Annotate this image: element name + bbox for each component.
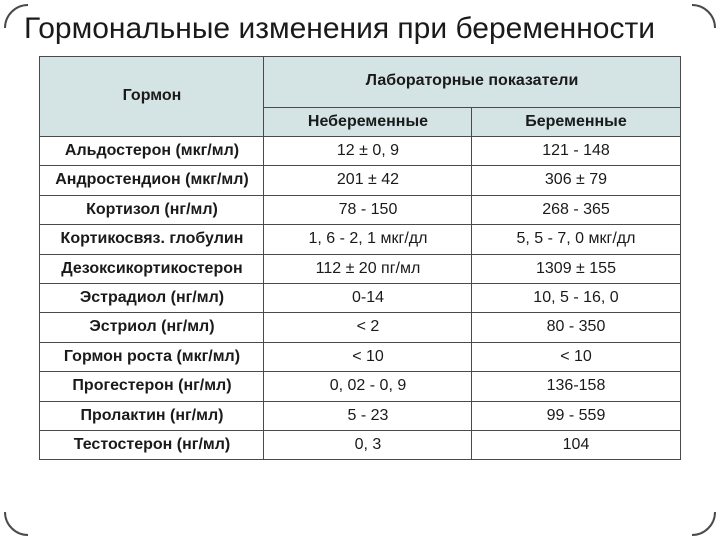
cell-nonpregnant-value: < 10 <box>264 342 472 371</box>
cell-pregnant-value: < 10 <box>472 342 680 371</box>
table-row: Прогестерон (нг/мл)0, 02 - 0, 9136-158 <box>40 372 680 401</box>
hormone-table: Гормон Лабораторные показатели Неберемен… <box>39 56 680 461</box>
cell-hormone-name: Андростендион (мкг/мл) <box>40 166 264 195</box>
cell-nonpregnant-value: 201 ± 42 <box>264 166 472 195</box>
cell-nonpregnant-value: 112 ± 20 пг/мл <box>264 254 472 283</box>
col-header-hormone: Гормон <box>40 56 264 136</box>
cell-pregnant-value: 80 - 350 <box>472 313 680 342</box>
cell-pregnant-value: 99 - 559 <box>472 401 680 430</box>
cell-nonpregnant-value: 78 - 150 <box>264 195 472 224</box>
cell-hormone-name: Эстриол (нг/мл) <box>40 313 264 342</box>
frame-corner-br <box>668 488 716 536</box>
cell-hormone-name: Гормон роста (мкг/мл) <box>40 342 264 371</box>
slide-title: Гормональные изменения при беременности <box>24 12 702 46</box>
cell-nonpregnant-value: 0, 02 - 0, 9 <box>264 372 472 401</box>
slide-frame: Гормональные изменения при беременности … <box>0 0 720 540</box>
table-header-row-1: Гормон Лабораторные показатели <box>40 56 680 107</box>
frame-corner-bl <box>4 488 52 536</box>
col-header-nonpregnant: Небеременные <box>264 107 472 136</box>
cell-hormone-name: Дезоксикортикостерон <box>40 254 264 283</box>
cell-hormone-name: Кортизол (нг/мл) <box>40 195 264 224</box>
cell-hormone-name: Тестостерон (нг/мл) <box>40 430 264 459</box>
table-row: Гормон роста (мкг/мл)< 10< 10 <box>40 342 680 371</box>
table-body: Альдостерон (мкг/мл)12 ± 0, 9121 - 148Ан… <box>40 136 680 459</box>
cell-pregnant-value: 1309 ± 155 <box>472 254 680 283</box>
table-row: Альдостерон (мкг/мл)12 ± 0, 9121 - 148 <box>40 136 680 165</box>
table-row: Кортикосвяз. глобулин1, 6 - 2, 1 мкг/дл5… <box>40 225 680 254</box>
cell-hormone-name: Альдостерон (мкг/мл) <box>40 136 264 165</box>
table-row: Эстрадиол (нг/мл)0-1410, 5 - 16, 0 <box>40 283 680 312</box>
cell-nonpregnant-value: 0-14 <box>264 283 472 312</box>
table-row: Пролактин (нг/мл)5 - 2399 - 559 <box>40 401 680 430</box>
cell-pregnant-value: 306 ± 79 <box>472 166 680 195</box>
col-header-lab-group: Лабораторные показатели <box>264 56 680 107</box>
cell-pregnant-value: 10, 5 - 16, 0 <box>472 283 680 312</box>
cell-hormone-name: Эстрадиол (нг/мл) <box>40 283 264 312</box>
cell-nonpregnant-value: 1, 6 - 2, 1 мкг/дл <box>264 225 472 254</box>
cell-nonpregnant-value: 5 - 23 <box>264 401 472 430</box>
table-row: Дезоксикортикостерон112 ± 20 пг/мл1309 ±… <box>40 254 680 283</box>
col-header-pregnant: Беременные <box>472 107 680 136</box>
cell-hormone-name: Прогестерон (нг/мл) <box>40 372 264 401</box>
table-row: Тестостерон (нг/мл)0, 3104 <box>40 430 680 459</box>
table-row: Кортизол (нг/мл)78 - 150268 - 365 <box>40 195 680 224</box>
cell-nonpregnant-value: < 2 <box>264 313 472 342</box>
cell-pregnant-value: 136-158 <box>472 372 680 401</box>
cell-pregnant-value: 104 <box>472 430 680 459</box>
cell-hormone-name: Кортикосвяз. глобулин <box>40 225 264 254</box>
cell-nonpregnant-value: 0, 3 <box>264 430 472 459</box>
cell-nonpregnant-value: 12 ± 0, 9 <box>264 136 472 165</box>
table-row: Эстриол (нг/мл)< 280 - 350 <box>40 313 680 342</box>
cell-hormone-name: Пролактин (нг/мл) <box>40 401 264 430</box>
cell-pregnant-value: 5, 5 - 7, 0 мкг/дл <box>472 225 680 254</box>
cell-pregnant-value: 268 - 365 <box>472 195 680 224</box>
cell-pregnant-value: 121 - 148 <box>472 136 680 165</box>
table-row: Андростендион (мкг/мл)201 ± 42306 ± 79 <box>40 166 680 195</box>
